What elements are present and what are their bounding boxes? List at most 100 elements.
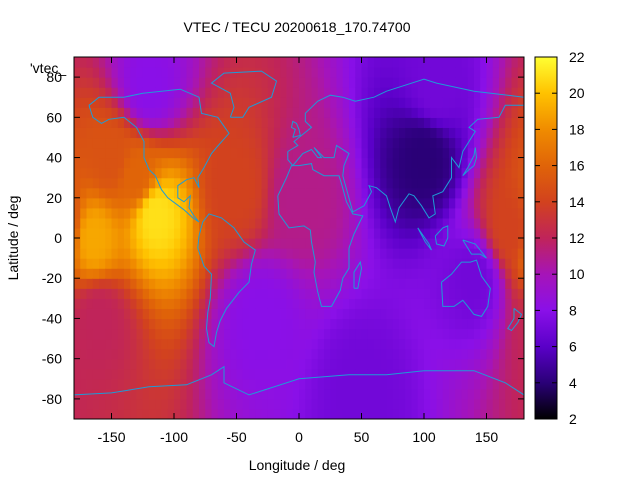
heatmap-cell — [192, 298, 200, 309]
heatmap-cell — [242, 227, 250, 239]
heatmap-cell — [349, 268, 356, 279]
heatmap-cell — [436, 238, 444, 249]
heatmap-cell — [242, 87, 250, 98]
heatmap-cell — [142, 358, 150, 370]
heatmap-cell — [80, 187, 88, 199]
heatmap-cell — [174, 368, 181, 380]
coastline-eurasia — [287, 78, 524, 224]
heatmap-cell — [480, 398, 488, 410]
heatmap-cell — [199, 268, 206, 279]
x-tick-label: -100 — [160, 429, 188, 445]
heatmap-cell — [142, 308, 150, 320]
heatmap-cell — [199, 378, 206, 390]
heatmap-cell — [292, 258, 300, 269]
heatmap-cell — [330, 147, 338, 159]
heatmap-cell — [349, 77, 356, 88]
heatmap-cell — [86, 197, 94, 209]
heatmap-cell — [505, 338, 513, 350]
heatmap-cell — [249, 57, 256, 68]
heatmap-cell — [417, 127, 425, 139]
heatmap-cell — [86, 67, 94, 78]
heatmap-cell — [380, 57, 388, 68]
heatmap-cell — [111, 117, 119, 128]
heatmap-cell — [367, 87, 375, 98]
heatmap-cell — [124, 147, 131, 159]
heatmap-cell — [305, 137, 313, 149]
heatmap-cell — [449, 77, 456, 88]
heatmap-cell — [367, 348, 375, 360]
heatmap-cell — [399, 298, 406, 309]
heatmap-cell — [342, 318, 350, 330]
heatmap-cell — [180, 57, 188, 68]
heatmap-cell — [167, 368, 175, 380]
heatmap-cell — [299, 167, 306, 179]
heatmap-cell — [467, 298, 475, 309]
heatmap-cell — [449, 57, 456, 68]
heatmap-cell — [230, 328, 238, 340]
heatmap-cell — [311, 167, 319, 179]
heatmap-cell — [236, 167, 244, 179]
heatmap-cell — [349, 368, 356, 380]
heatmap-cell — [174, 167, 181, 179]
heatmap-cell — [155, 348, 163, 360]
heatmap-cell — [74, 187, 81, 199]
heatmap-cell — [324, 288, 331, 299]
heatmap-cell — [230, 147, 238, 159]
heatmap-cell — [380, 157, 388, 169]
heatmap-cell — [130, 87, 138, 98]
heatmap-cell — [74, 117, 81, 128]
heatmap-cell — [361, 278, 369, 289]
heatmap-cell — [86, 368, 94, 380]
heatmap-cell — [380, 338, 388, 350]
heatmap-cell — [299, 127, 306, 139]
heatmap-cell — [467, 328, 475, 340]
heatmap-cell — [274, 127, 281, 139]
heatmap-cell — [74, 268, 81, 279]
heatmap-cell — [174, 87, 181, 98]
heatmap-cell — [192, 318, 200, 330]
heatmap-cell — [192, 87, 200, 98]
heatmap-cell — [186, 57, 194, 68]
heatmap-cell — [92, 97, 100, 108]
heatmap-cell — [517, 197, 524, 209]
heatmap-cell — [292, 388, 300, 400]
heatmap-cell — [224, 77, 231, 88]
heatmap-cell — [349, 388, 356, 400]
heatmap-cell — [130, 97, 138, 108]
heatmap-cell — [411, 197, 419, 209]
heatmap-cell — [280, 368, 288, 380]
heatmap-cell — [299, 157, 306, 169]
heatmap-cell — [180, 207, 188, 219]
heatmap-cell — [161, 67, 169, 78]
heatmap-cell — [74, 67, 81, 78]
heatmap-cell — [455, 398, 463, 410]
heatmap-cell — [124, 278, 131, 289]
heatmap-cell — [330, 298, 338, 309]
heatmap-cell — [286, 77, 294, 88]
heatmap-cell — [361, 408, 369, 419]
heatmap-cell — [217, 328, 225, 340]
heatmap-cell — [355, 217, 363, 229]
x-tick-label: -150 — [97, 429, 125, 445]
heatmap-cell — [136, 117, 144, 128]
heatmap-cell — [305, 408, 313, 419]
heatmap-cell — [517, 57, 524, 68]
heatmap-cell — [224, 117, 231, 128]
heatmap-cell — [242, 197, 250, 209]
heatmap-cell — [130, 107, 138, 118]
heatmap-cell — [280, 217, 288, 229]
heatmap-cell — [242, 358, 250, 370]
heatmap-cell — [130, 258, 138, 269]
heatmap-cell — [149, 187, 156, 199]
heatmap-cell — [517, 207, 524, 219]
heatmap-cell — [174, 67, 181, 78]
heatmap-cell — [192, 217, 200, 229]
heatmap-cell — [361, 388, 369, 400]
heatmap-cell — [180, 238, 188, 249]
heatmap-cell — [92, 288, 100, 299]
heatmap-cell — [130, 207, 138, 219]
heatmap-cell — [199, 197, 206, 209]
heatmap-cell — [261, 127, 269, 139]
heatmap-cell — [342, 408, 350, 419]
heatmap-cell — [149, 278, 156, 289]
